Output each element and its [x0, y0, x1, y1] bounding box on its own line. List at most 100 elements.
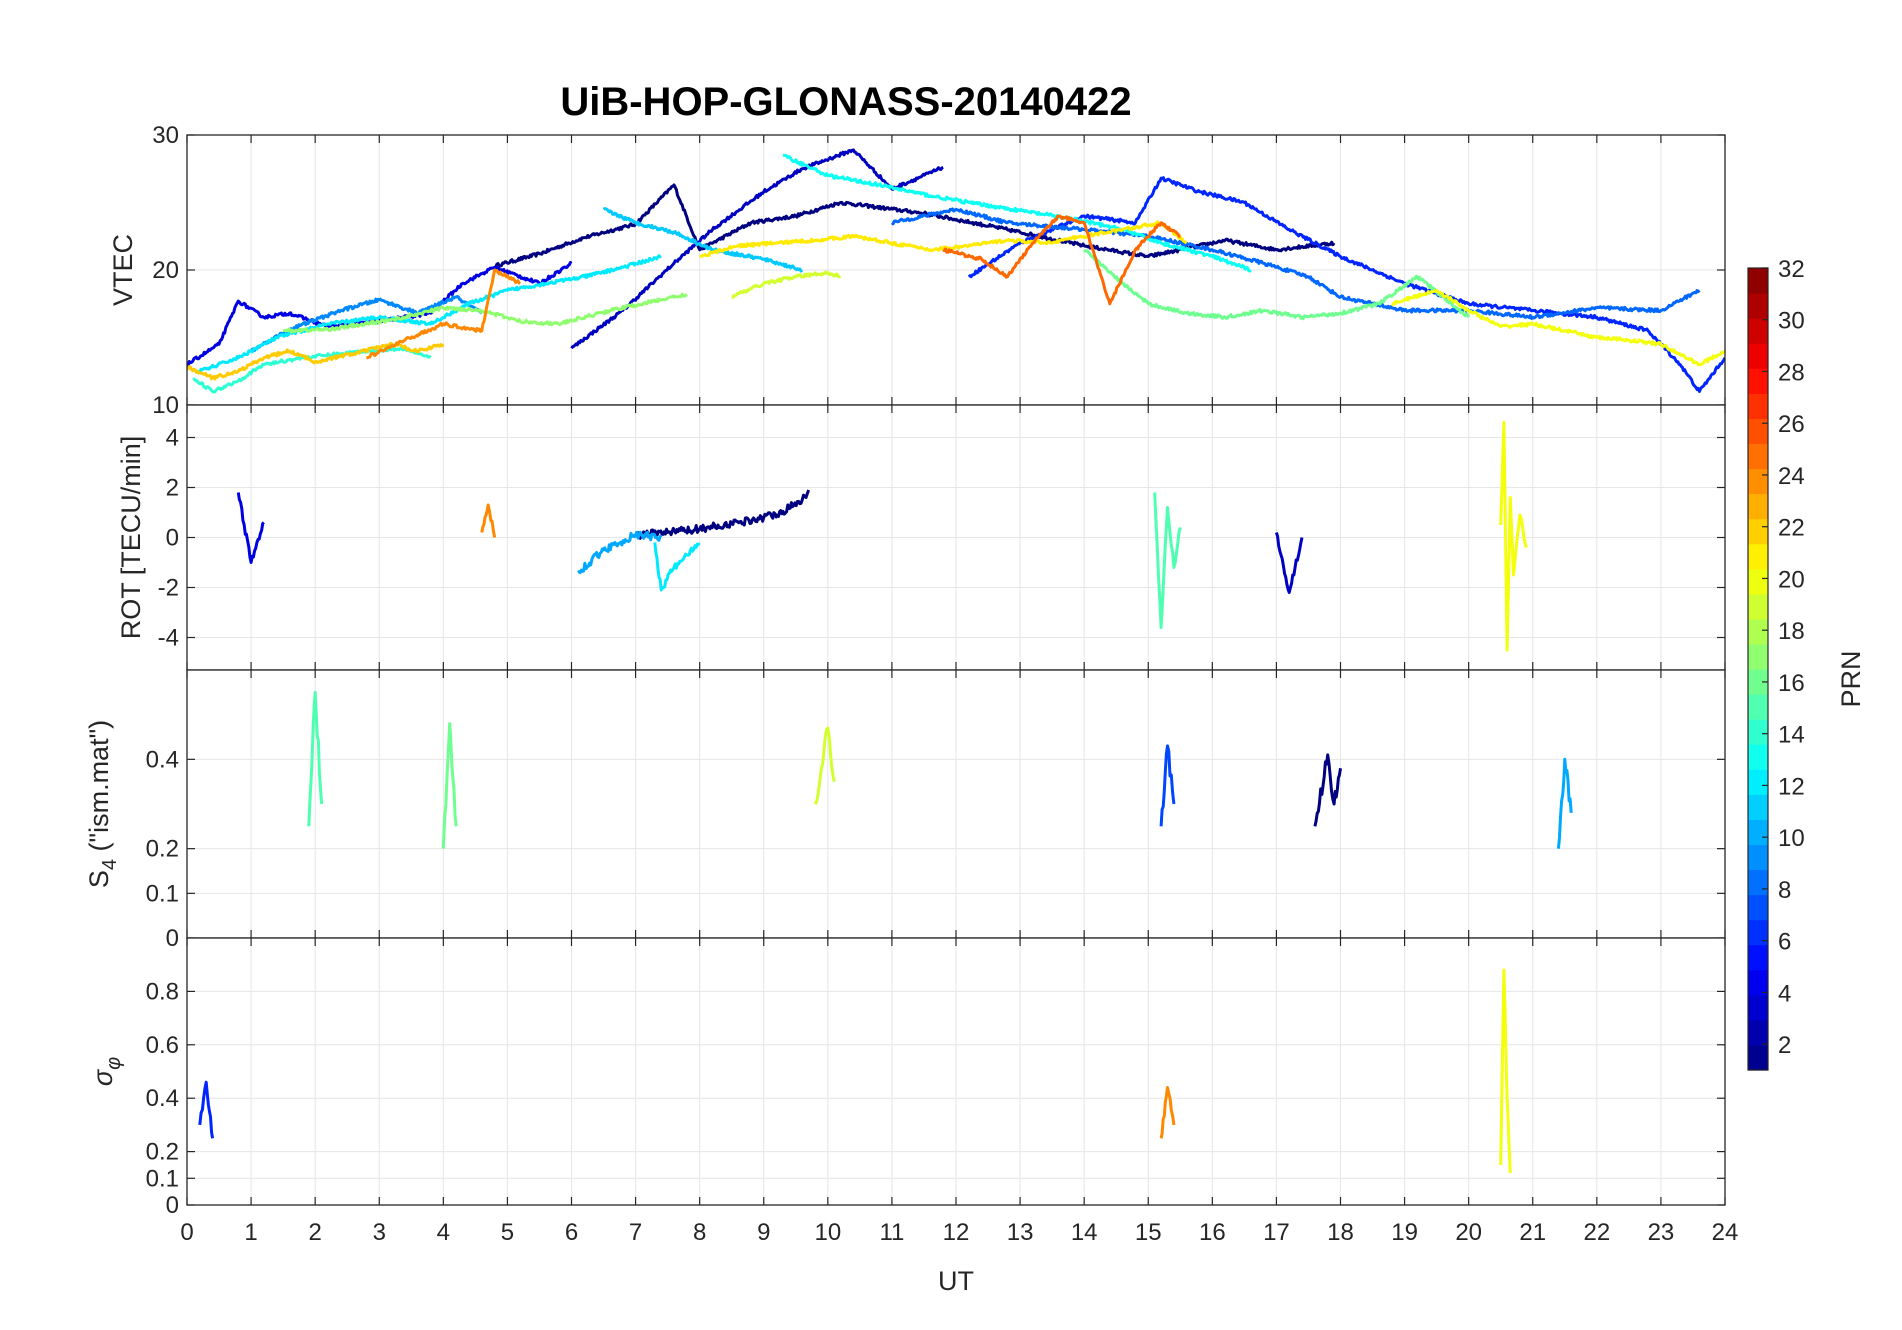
- colorbar-tick-label: 18: [1778, 618, 1805, 645]
- colorbar-band: [1748, 343, 1768, 369]
- colorbar-tick-label: 30: [1778, 308, 1805, 335]
- x-tick-label: 14: [1071, 1219, 1098, 1246]
- colorbar-band: [1748, 894, 1768, 921]
- colorbar-band: [1748, 844, 1768, 871]
- series-prn-1: [1313, 753, 1342, 827]
- colorbar-tick-label: 28: [1778, 359, 1805, 386]
- colorbar-band: [1748, 994, 1768, 1021]
- colorbar-band: [1748, 368, 1768, 394]
- x-tick-label: 16: [1199, 1219, 1226, 1246]
- y-tick-label: 0.2: [146, 1139, 179, 1166]
- colorbar-band: [1748, 744, 1768, 770]
- x-tick-label: 11: [879, 1219, 904, 1246]
- colorbar-band: [1748, 418, 1768, 445]
- colorbar-band: [1748, 318, 1768, 344]
- colorbar-tick-label: 16: [1778, 670, 1805, 697]
- series-prn-14: [192, 346, 432, 394]
- colorbar-band: [1748, 643, 1768, 670]
- y-tick-label: 0.8: [146, 978, 179, 1005]
- series-prn-3: [570, 148, 944, 350]
- x-tick-label: 19: [1391, 1219, 1418, 1246]
- colorbar-frame: [1747, 267, 1769, 1071]
- series-prn-15: [1153, 492, 1182, 629]
- colorbar-band: [1748, 593, 1768, 620]
- series-prn-6: [198, 1080, 215, 1139]
- series-prn-24: [480, 503, 497, 538]
- x-tick-label: 15: [1135, 1219, 1162, 1246]
- y-tick-label: 0.4: [146, 746, 179, 773]
- series-prn-19: [813, 726, 836, 805]
- colorbar-tick-label: 24: [1778, 463, 1805, 490]
- x-tick-label: 0: [180, 1219, 193, 1246]
- series-prn-16: [1083, 248, 1471, 321]
- y-tick-label: 0.2: [146, 836, 179, 863]
- colorbar-band: [1748, 268, 1768, 294]
- x-tick-label: 24: [1712, 1219, 1739, 1246]
- colorbar-tick-label: 20: [1778, 566, 1805, 593]
- colorbar-band: [1748, 568, 1768, 595]
- series-prn-13: [782, 153, 1252, 273]
- colorbar-band: [1748, 393, 1768, 419]
- colorbar-band: [1748, 468, 1768, 495]
- colorbar-band: [1748, 543, 1768, 570]
- colorbar-tick-label: 8: [1778, 877, 1791, 904]
- x-tick-label: 21: [1519, 1219, 1546, 1246]
- x-tick-label: 6: [565, 1219, 578, 1246]
- y-tick-label: 0: [166, 925, 179, 952]
- x-tick-label: 23: [1648, 1219, 1675, 1246]
- y-tick-label: 2: [166, 475, 179, 502]
- colorbar-band: [1748, 518, 1768, 545]
- colorbar-band: [1748, 493, 1768, 520]
- vtec-series: [187, 148, 1725, 394]
- colorbar-band: [1748, 669, 1768, 695]
- colorbar-band: [1748, 794, 1768, 820]
- colorbar-tick-label: 10: [1778, 825, 1805, 852]
- x-tick-label: 18: [1327, 1219, 1354, 1246]
- colorbar-tick-label: 22: [1778, 515, 1805, 542]
- series-prn-6: [967, 176, 1725, 393]
- y-tick-label: 0.6: [146, 1032, 179, 1059]
- colorbar-tick-label: 6: [1778, 929, 1791, 956]
- x-tick-label: 8: [693, 1219, 706, 1246]
- x-axis: 0 1 2 3 4 5 6 7 8 9 10 11 12 13 14 15 16 17 18 19 20 21 22 23 24…: [180, 1219, 1738, 1296]
- y-tick-label: 0.1: [146, 1165, 179, 1192]
- series-prn-10: [1556, 757, 1573, 849]
- colorbar-tick-label: 26: [1778, 411, 1805, 438]
- panel-s4: 0 0.1 0.2 0.4 S4 ("ism.mat"): [84, 669, 1726, 952]
- y-tick-label: 0: [166, 525, 179, 552]
- x-tick-label: 17: [1263, 1219, 1290, 1246]
- y-tick-label: -2: [158, 575, 179, 602]
- colorbar-label: PRN: [1836, 650, 1866, 707]
- series-prn-20: [1390, 288, 1725, 367]
- colorbar-band: [1748, 719, 1768, 745]
- sigma_phi-series: [198, 968, 1512, 1174]
- x-tick-label: 22: [1583, 1219, 1610, 1246]
- series-prn-3: [1274, 532, 1304, 594]
- y-tick-label: 0.4: [146, 1085, 179, 1112]
- colorbar-tick-label: 4: [1778, 980, 1791, 1007]
- series-prn-16: [441, 722, 458, 849]
- x-tick-label: 20: [1455, 1219, 1482, 1246]
- x-tick-label: 9: [757, 1219, 770, 1246]
- series-prn-8: [890, 207, 1701, 320]
- colorbar-band: [1748, 919, 1768, 946]
- colorbar-band: [1748, 443, 1768, 470]
- x-tick-label: 13: [1007, 1219, 1034, 1246]
- colorbar-band: [1748, 944, 1768, 971]
- x-tick-label: 5: [501, 1219, 514, 1246]
- colorbar-band: [1748, 969, 1768, 996]
- x-tick-label: 3: [373, 1219, 386, 1246]
- series-prn-1: [634, 489, 811, 540]
- colorbar-band: [1748, 618, 1768, 645]
- colorbar-tick-label: 12: [1778, 773, 1805, 800]
- rot-y-label: ROT [TECU/min]: [116, 436, 146, 640]
- series-prn-10: [577, 530, 663, 575]
- panel-vtec: 10 20 30 VTEC: [108, 122, 1726, 419]
- x-tick-label: 7: [629, 1219, 642, 1246]
- x-tick-label: 4: [437, 1219, 450, 1246]
- series-prn-25: [942, 214, 1181, 306]
- chart-title: UiB-HOP-GLONASS-20140422: [560, 80, 1131, 124]
- series-prn-7: [1159, 744, 1176, 827]
